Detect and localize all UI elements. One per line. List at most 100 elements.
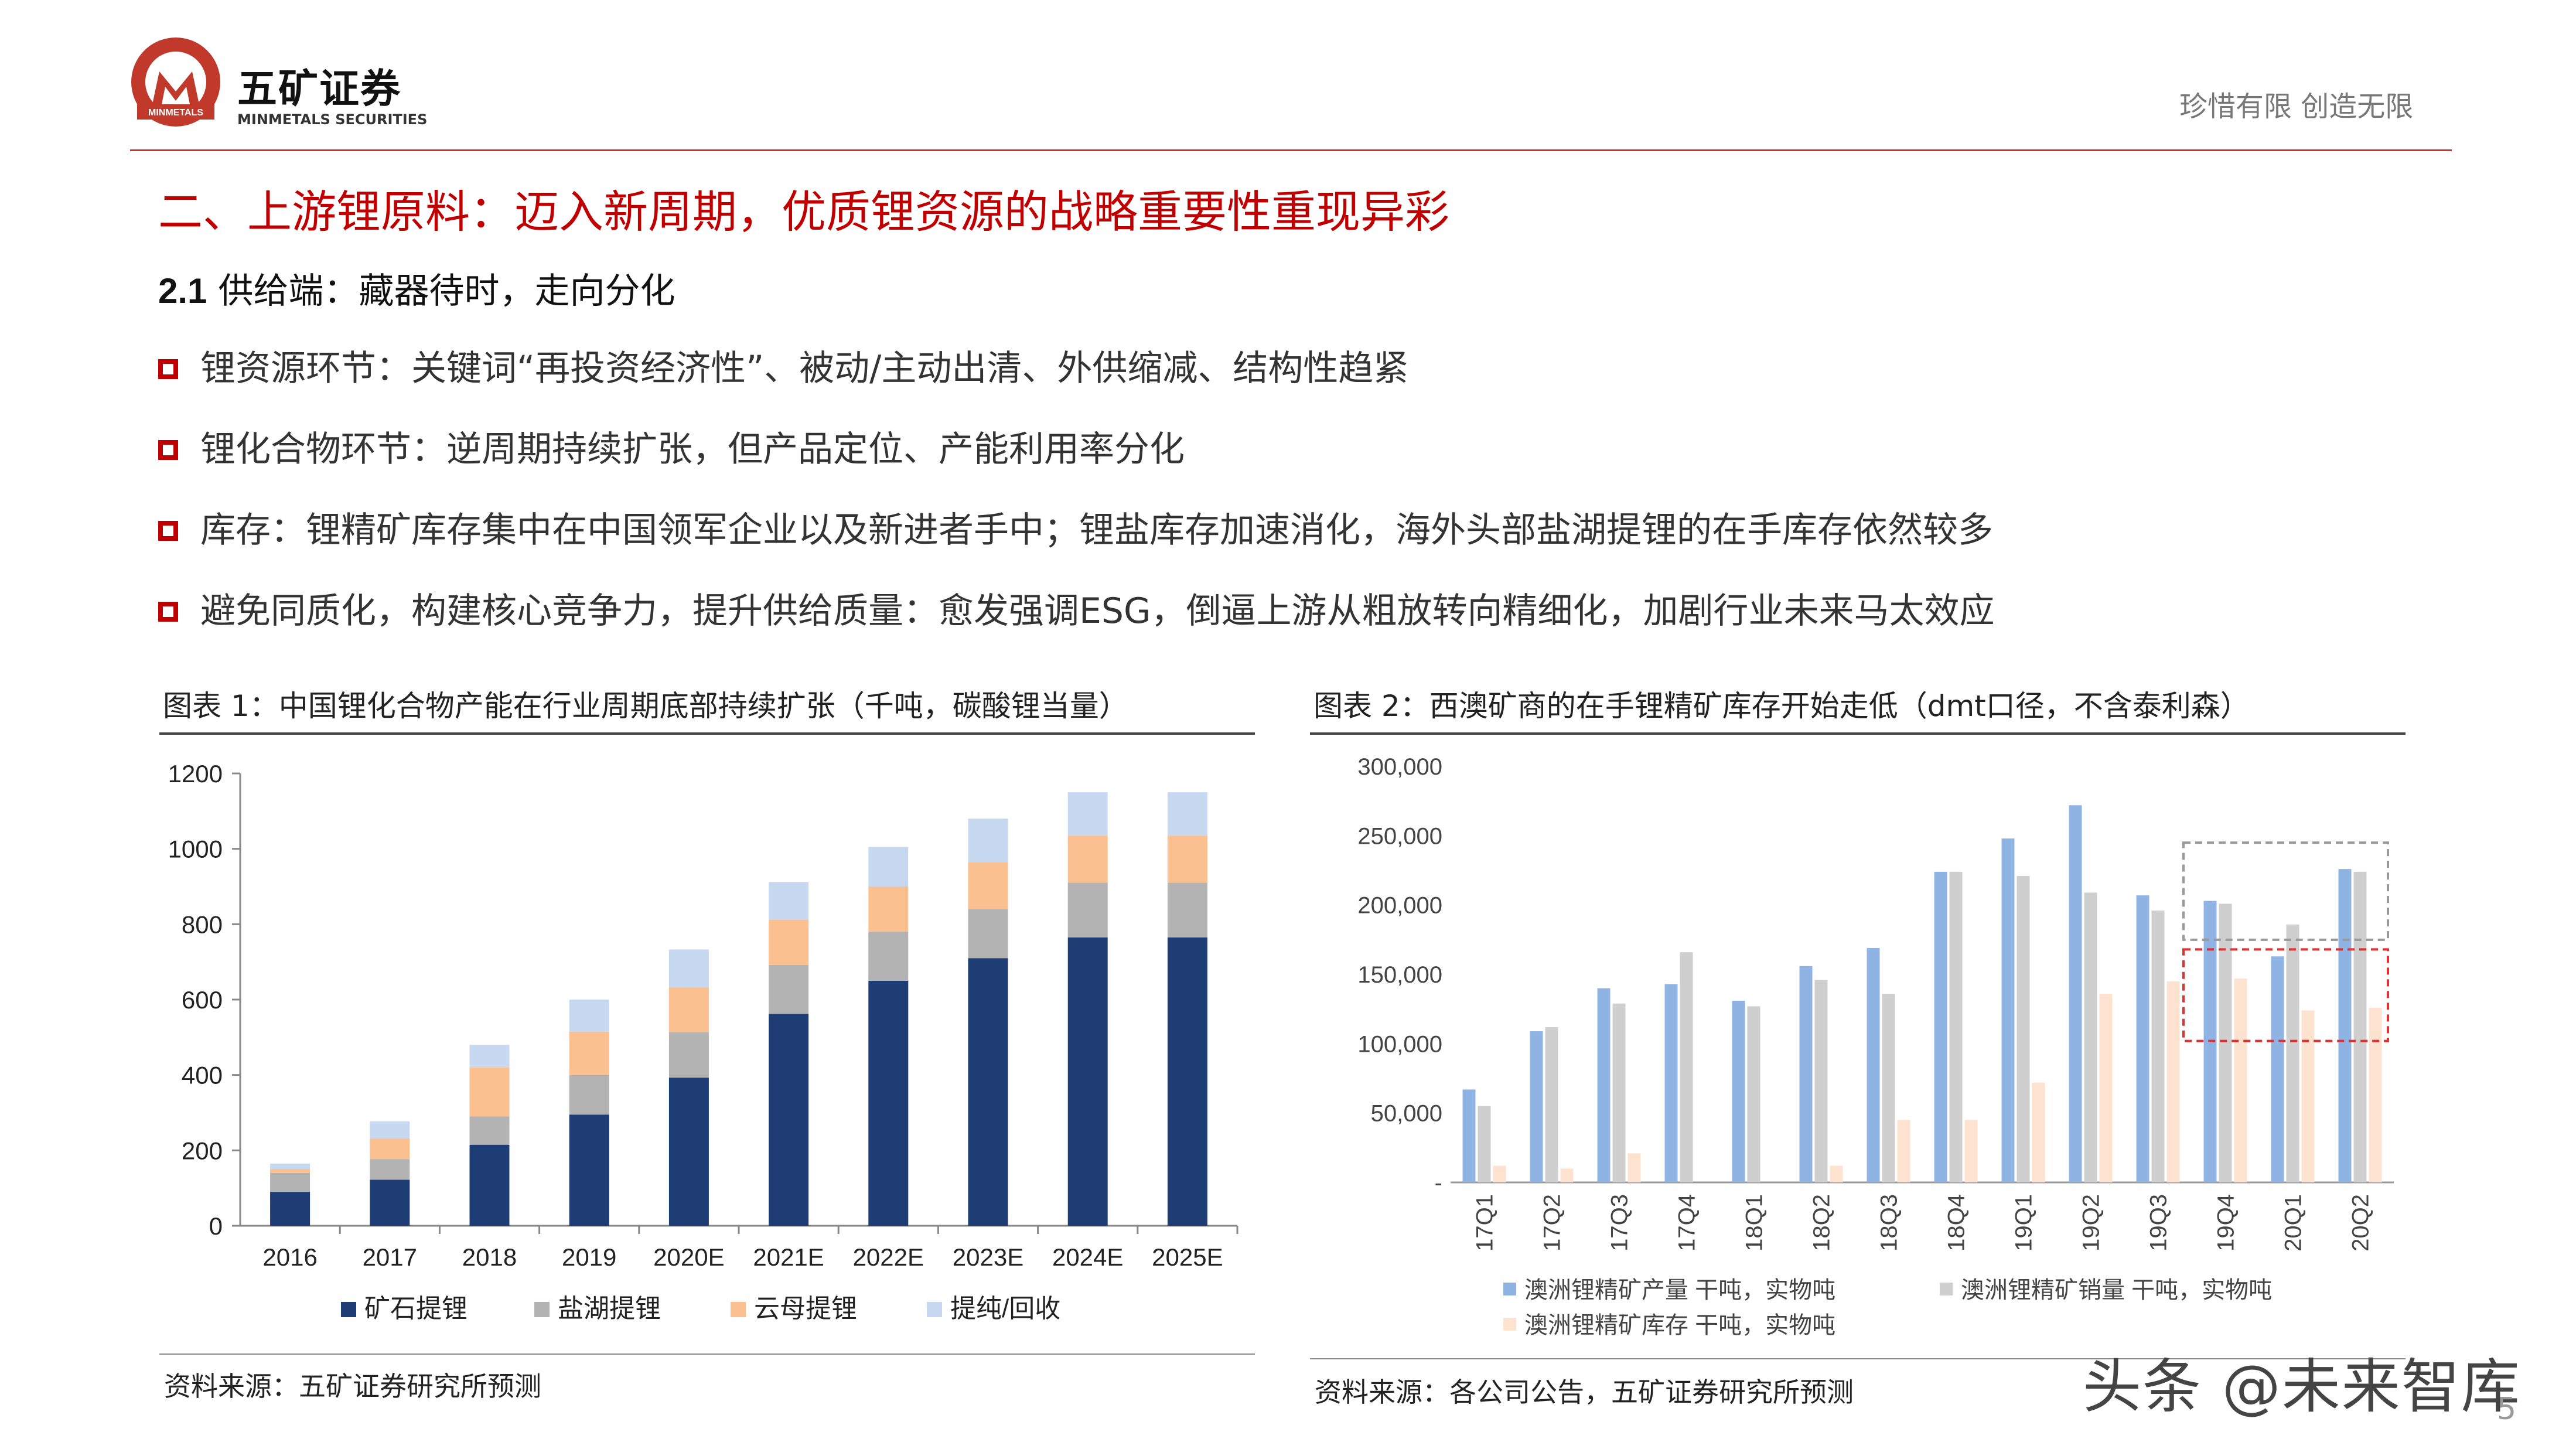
y-tick-label: 150,000 xyxy=(1357,962,1442,988)
bar xyxy=(2069,805,2082,1182)
y-tick-label: 250,000 xyxy=(1357,823,1442,849)
x-tick-label: 2025E xyxy=(1152,1243,1223,1271)
y-tick-label: 800 xyxy=(182,911,223,938)
legend-label: 澳洲锂精矿销量 干吨，实物吨 xyxy=(1961,1277,2272,1303)
bar xyxy=(2301,1010,2315,1182)
bar-segment xyxy=(270,1163,311,1170)
x-tick-label: 2018 xyxy=(462,1243,517,1271)
bar xyxy=(1560,1168,1574,1182)
x-tick-label: 17Q3 xyxy=(1607,1194,1633,1252)
figure2-title: 图表 2：西澳矿商的在手锂精矿库存开始走低（dmt口径，不含泰利森） xyxy=(1313,689,2250,723)
bar xyxy=(2338,869,2352,1182)
bullet-square-icon xyxy=(158,521,178,541)
bar-segment xyxy=(1167,836,1207,883)
x-tick-label: 19Q4 xyxy=(2213,1194,2239,1252)
bar-segment xyxy=(769,882,809,920)
legend-label: 澳洲锂精矿库存 干吨，实物吨 xyxy=(1524,1312,1835,1338)
page-title: 二、上游锂原料：迈入新周期，优质锂资源的战略重要性重现异彩 xyxy=(158,186,1449,238)
bar-segment xyxy=(469,1144,510,1226)
bar xyxy=(1664,984,1678,1182)
bar-segment xyxy=(1067,882,1108,937)
bar xyxy=(2032,1082,2045,1182)
bar-segment xyxy=(1167,937,1207,1226)
bar xyxy=(2099,994,2113,1182)
bar-segment xyxy=(469,1067,510,1117)
y-tick-label: 0 xyxy=(209,1212,223,1240)
figure2-bottom-rule xyxy=(1310,1358,2406,1359)
bullet-item: 库存：锂精矿库存集中在中国领军企业以及新进者手中；锂盐库存加速消化，海外头部盐湖… xyxy=(158,502,1993,553)
bar-segment xyxy=(968,909,1008,959)
bar-segment xyxy=(1067,836,1108,883)
bar-segment xyxy=(569,1000,609,1032)
bar-segment xyxy=(1167,882,1207,937)
page-number: 5 xyxy=(2497,1392,2517,1427)
x-tick-label: 2017 xyxy=(363,1243,417,1271)
y-tick-label: 100,000 xyxy=(1357,1031,1442,1057)
bar xyxy=(1680,952,1693,1182)
bullet-item: 锂化合物环节：逆周期持续扩张，但产品定位、产能利用率分化 xyxy=(158,421,1185,472)
bar xyxy=(1732,1000,1745,1182)
figure2-top-rule xyxy=(1310,732,2406,735)
x-tick-label: 20Q1 xyxy=(2281,1194,2307,1252)
bar xyxy=(1493,1165,1506,1182)
bar xyxy=(1934,871,1947,1182)
bar-segment xyxy=(868,847,909,887)
bar xyxy=(2017,875,2030,1182)
bar xyxy=(1747,1006,1760,1182)
x-tick-label: 19Q1 xyxy=(2011,1194,2037,1252)
bar-segment xyxy=(668,949,709,987)
bar-segment xyxy=(370,1159,410,1180)
highlight-box-gray xyxy=(2182,841,2389,941)
bar xyxy=(2234,978,2247,1182)
bullet-square-icon xyxy=(158,359,178,379)
figure1-title: 图表 1：中国锂化合物产能在行业周期底部持续扩张（千吨，碳酸锂当量） xyxy=(163,689,1128,723)
legend-swatch xyxy=(927,1302,942,1317)
bar-segment xyxy=(968,819,1008,862)
bullet-square-icon xyxy=(158,440,178,460)
svg-text:MINMETALS: MINMETALS xyxy=(148,108,203,118)
x-tick-label: 2019 xyxy=(562,1243,616,1271)
bar xyxy=(1949,871,1963,1182)
bar-segment xyxy=(968,862,1008,909)
bar xyxy=(1612,1003,1626,1182)
y-tick-label: 300,000 xyxy=(1357,754,1442,780)
x-tick-label: 18Q3 xyxy=(1876,1194,1902,1252)
x-tick-label: 18Q4 xyxy=(1944,1194,1970,1252)
y-tick-label: 1200 xyxy=(168,760,223,787)
x-tick-label: 19Q2 xyxy=(2079,1194,2104,1252)
highlight-box-red xyxy=(2182,948,2389,1042)
bar-segment xyxy=(1067,937,1108,1226)
y-tick-label: 200 xyxy=(182,1137,223,1164)
bar xyxy=(2151,911,2165,1182)
header-divider xyxy=(130,149,2452,151)
bar xyxy=(1530,1031,1543,1182)
bar-segment xyxy=(370,1179,410,1226)
bar-segment xyxy=(968,958,1008,1226)
bar xyxy=(1814,980,1828,1182)
legend-swatch xyxy=(1503,1283,1516,1295)
x-tick-label: 17Q1 xyxy=(1472,1194,1498,1252)
bar-segment xyxy=(769,1014,809,1226)
x-tick-label: 19Q3 xyxy=(2146,1194,2172,1252)
bar-segment xyxy=(1067,792,1108,836)
bar-segment xyxy=(668,1032,709,1078)
bar-segment xyxy=(868,980,909,1226)
figure1-top-rule xyxy=(159,732,1255,735)
bar-segment xyxy=(469,1045,510,1068)
bar xyxy=(1545,1027,1558,1182)
legend-label: 澳洲锂精矿产量 干吨，实物吨 xyxy=(1524,1277,1835,1303)
bar xyxy=(2353,871,2367,1182)
figure1-bottom-rule xyxy=(159,1353,1255,1355)
bar-segment xyxy=(370,1138,410,1160)
bullet-square-icon xyxy=(158,602,178,622)
bar xyxy=(1462,1089,1476,1182)
slogan: 珍惜有限 创造无限 xyxy=(2179,90,2414,123)
bar xyxy=(1830,1165,1843,1182)
y-tick-label: 600 xyxy=(182,986,223,1014)
watermark: 头条 @未来智库 xyxy=(2083,1352,2521,1421)
y-tick-label: - xyxy=(1435,1170,1442,1196)
bar xyxy=(1882,994,1895,1182)
legend-label: 盐湖提锂 xyxy=(558,1294,661,1323)
legend-label: 矿石提锂 xyxy=(364,1294,468,1323)
bar-segment xyxy=(668,1078,709,1226)
